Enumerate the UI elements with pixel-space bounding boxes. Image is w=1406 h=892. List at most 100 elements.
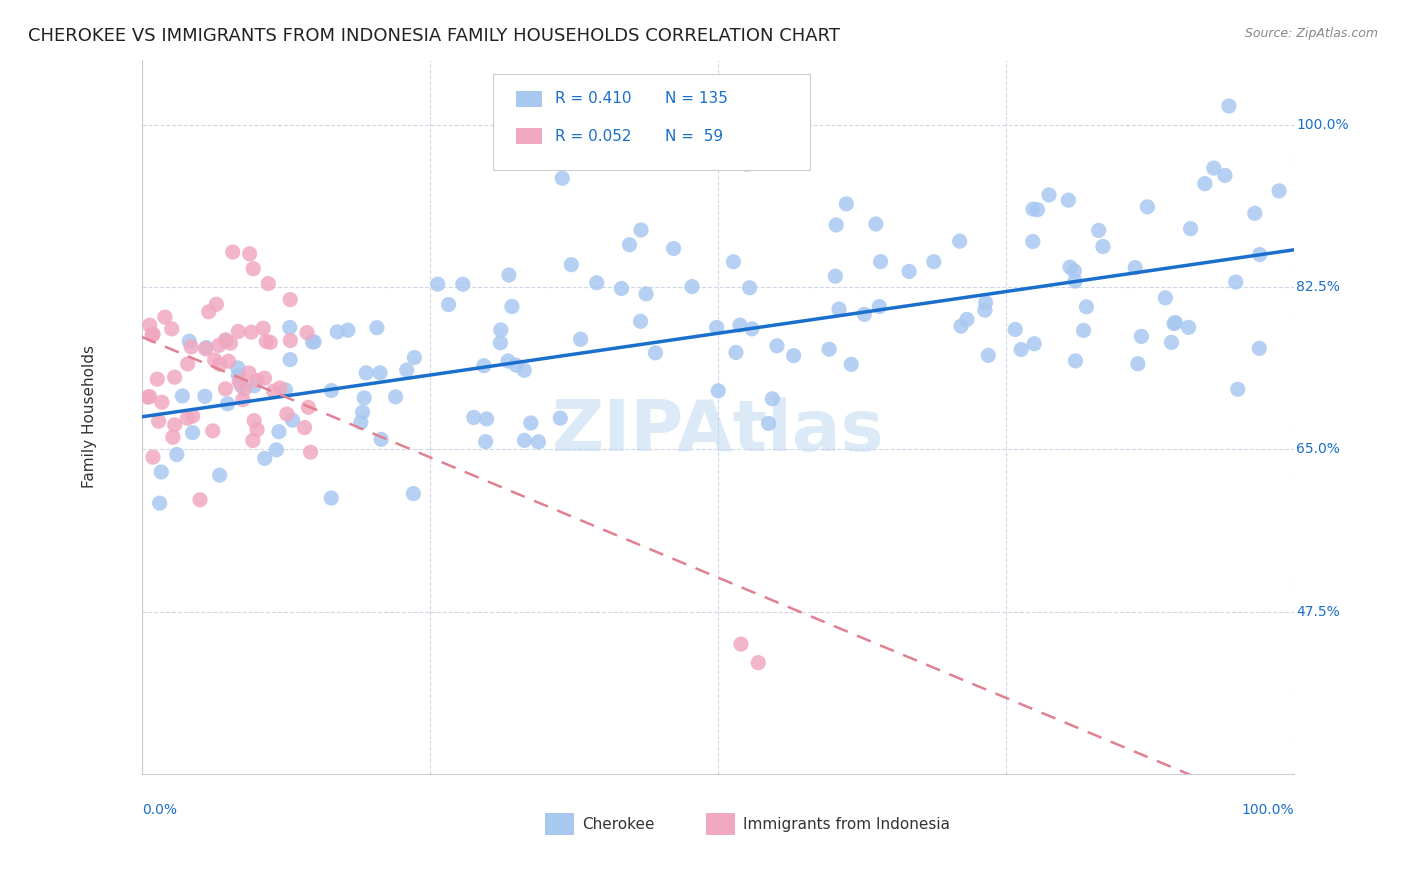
Point	[253, 371, 276, 385]
Point	[1164, 316, 1187, 330]
Point	[139, 318, 162, 333]
Point	[368, 366, 391, 380]
Point	[824, 269, 846, 284]
Point	[321, 491, 343, 505]
Text: 47.5%: 47.5%	[1296, 605, 1340, 619]
Point	[1064, 274, 1087, 288]
Point	[1076, 300, 1098, 314]
Point	[295, 326, 318, 340]
Point	[1064, 354, 1087, 368]
Point	[214, 333, 236, 347]
Point	[141, 327, 163, 342]
Point	[148, 414, 170, 428]
Point	[276, 407, 298, 421]
Point	[297, 401, 319, 415]
Point	[1225, 275, 1247, 289]
Point	[188, 492, 211, 507]
Point	[228, 375, 250, 389]
Point	[501, 300, 523, 314]
Point	[1038, 187, 1060, 202]
Point	[176, 411, 198, 425]
Text: N =  59: N = 59	[665, 128, 723, 144]
Point	[267, 425, 290, 439]
Point	[181, 425, 204, 440]
Point	[644, 346, 666, 360]
Point	[735, 157, 758, 171]
Text: 65.0%: 65.0%	[1296, 442, 1340, 457]
Point	[974, 295, 997, 310]
Point	[853, 307, 876, 321]
Point	[336, 323, 359, 337]
Point	[301, 334, 323, 349]
FancyBboxPatch shape	[546, 814, 574, 835]
Point	[681, 279, 703, 293]
Point	[180, 340, 202, 354]
Point	[243, 414, 266, 428]
Point	[724, 345, 747, 359]
Point	[513, 363, 536, 377]
Point	[496, 354, 519, 368]
Point	[153, 310, 176, 325]
Point	[278, 320, 301, 334]
Point	[181, 409, 204, 423]
Point	[1243, 206, 1265, 220]
Point	[150, 395, 173, 409]
Point	[825, 218, 848, 232]
Point	[252, 321, 274, 335]
Text: 82.5%: 82.5%	[1296, 280, 1340, 294]
Point	[242, 434, 264, 448]
Point	[619, 237, 641, 252]
Point	[489, 335, 512, 350]
Point	[1163, 317, 1185, 331]
Point	[281, 413, 304, 427]
Point	[208, 338, 231, 352]
Point	[278, 293, 301, 307]
Point	[384, 390, 406, 404]
Point	[977, 348, 1000, 362]
Point	[707, 384, 730, 398]
Point	[280, 334, 302, 348]
Point	[350, 416, 373, 430]
Point	[219, 336, 242, 351]
Point	[974, 303, 997, 318]
Point	[195, 341, 218, 355]
Point	[585, 276, 607, 290]
Point	[839, 357, 862, 371]
FancyBboxPatch shape	[494, 74, 810, 170]
Point	[231, 378, 253, 392]
Point	[662, 242, 685, 256]
Point	[1154, 291, 1177, 305]
Point	[149, 496, 172, 510]
Text: Immigrants from Indonesia: Immigrants from Indonesia	[744, 816, 950, 831]
Point	[426, 277, 449, 292]
Point	[299, 445, 322, 459]
Point	[513, 434, 536, 448]
Point	[747, 656, 769, 670]
Point	[1123, 260, 1146, 275]
Point	[278, 352, 301, 367]
Point	[560, 258, 582, 272]
Point	[835, 197, 858, 211]
Point	[150, 465, 173, 479]
Point	[254, 334, 277, 349]
Text: R = 0.052: R = 0.052	[555, 128, 631, 144]
Text: R = 0.410: R = 0.410	[555, 91, 631, 106]
Point	[520, 416, 543, 430]
Point	[142, 327, 165, 342]
Point	[1180, 221, 1202, 235]
Point	[214, 382, 236, 396]
Point	[176, 357, 198, 371]
Point	[723, 255, 745, 269]
Point	[474, 434, 496, 449]
Point	[1202, 161, 1225, 175]
Point	[489, 323, 512, 337]
Point	[352, 405, 374, 419]
Point	[1059, 260, 1081, 275]
Point	[226, 361, 249, 376]
Point	[269, 381, 291, 395]
Point	[239, 247, 262, 261]
Point	[869, 254, 891, 268]
Point	[366, 320, 388, 334]
Point	[437, 297, 460, 311]
Point	[243, 379, 266, 393]
